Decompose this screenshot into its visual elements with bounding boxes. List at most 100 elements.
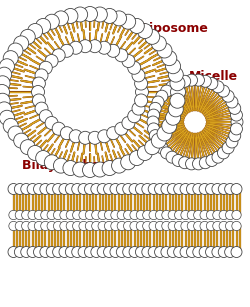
Circle shape <box>66 210 76 220</box>
Circle shape <box>46 184 57 195</box>
Circle shape <box>117 221 127 231</box>
Circle shape <box>179 157 191 169</box>
Circle shape <box>219 210 228 220</box>
Circle shape <box>156 90 168 102</box>
Circle shape <box>63 9 78 23</box>
Circle shape <box>112 158 126 173</box>
Circle shape <box>122 116 135 130</box>
Circle shape <box>121 14 136 29</box>
Circle shape <box>104 210 114 220</box>
Circle shape <box>162 51 177 66</box>
Circle shape <box>84 184 96 195</box>
Circle shape <box>226 96 238 108</box>
Circle shape <box>41 210 50 220</box>
Circle shape <box>170 93 185 108</box>
Circle shape <box>212 247 223 258</box>
Circle shape <box>128 61 141 74</box>
Circle shape <box>92 162 107 177</box>
Circle shape <box>36 150 51 165</box>
Circle shape <box>28 146 43 161</box>
Circle shape <box>174 247 185 258</box>
Circle shape <box>78 247 89 258</box>
Circle shape <box>194 210 203 220</box>
Circle shape <box>79 40 92 53</box>
Circle shape <box>72 210 82 220</box>
Circle shape <box>194 221 203 231</box>
Circle shape <box>52 247 64 258</box>
Circle shape <box>111 210 120 220</box>
Circle shape <box>98 41 111 54</box>
Circle shape <box>28 24 43 38</box>
Circle shape <box>222 90 234 102</box>
Circle shape <box>231 247 242 258</box>
Circle shape <box>166 81 178 93</box>
Circle shape <box>129 247 140 258</box>
Circle shape <box>32 86 44 99</box>
Circle shape <box>92 210 101 220</box>
Circle shape <box>22 210 31 220</box>
Circle shape <box>65 247 76 258</box>
Circle shape <box>124 221 133 231</box>
Circle shape <box>65 184 76 195</box>
Circle shape <box>218 85 230 97</box>
Circle shape <box>36 18 51 33</box>
Circle shape <box>186 158 198 170</box>
Circle shape <box>148 184 159 195</box>
Text: Liposome: Liposome <box>142 22 208 35</box>
Circle shape <box>218 184 229 195</box>
Circle shape <box>44 14 59 29</box>
Circle shape <box>52 184 64 195</box>
Circle shape <box>60 210 69 220</box>
Circle shape <box>200 221 209 231</box>
Circle shape <box>230 123 242 135</box>
Circle shape <box>161 247 172 258</box>
Circle shape <box>187 221 196 231</box>
Circle shape <box>142 221 152 231</box>
Circle shape <box>102 9 117 23</box>
Circle shape <box>206 210 216 220</box>
Circle shape <box>82 162 98 177</box>
Text: Micelle: Micelle <box>188 70 238 83</box>
Circle shape <box>206 78 218 90</box>
Circle shape <box>212 184 223 195</box>
Circle shape <box>149 210 158 220</box>
Circle shape <box>136 221 145 231</box>
Circle shape <box>172 78 184 90</box>
Circle shape <box>148 123 160 135</box>
Circle shape <box>180 184 191 195</box>
Circle shape <box>27 247 38 258</box>
Circle shape <box>92 7 107 22</box>
Circle shape <box>97 184 108 195</box>
Circle shape <box>91 247 102 258</box>
Circle shape <box>132 102 145 115</box>
Circle shape <box>199 157 211 169</box>
Circle shape <box>206 154 218 166</box>
Circle shape <box>148 247 159 258</box>
Circle shape <box>168 221 177 231</box>
Circle shape <box>0 59 14 74</box>
Circle shape <box>213 221 222 231</box>
Circle shape <box>222 142 234 154</box>
Circle shape <box>124 210 133 220</box>
Circle shape <box>162 221 171 231</box>
Circle shape <box>85 210 95 220</box>
Circle shape <box>69 130 82 143</box>
Circle shape <box>32 94 46 107</box>
Circle shape <box>39 61 52 74</box>
Circle shape <box>160 147 172 159</box>
Circle shape <box>34 247 44 258</box>
Circle shape <box>167 247 178 258</box>
Circle shape <box>54 221 63 231</box>
Circle shape <box>41 221 50 231</box>
Circle shape <box>115 122 128 135</box>
Circle shape <box>154 184 166 195</box>
Circle shape <box>69 41 82 54</box>
Circle shape <box>162 210 171 220</box>
Circle shape <box>128 110 141 123</box>
Circle shape <box>137 146 152 161</box>
Circle shape <box>154 247 166 258</box>
Circle shape <box>102 161 117 176</box>
Circle shape <box>148 109 160 121</box>
Circle shape <box>54 11 68 26</box>
Circle shape <box>117 210 127 220</box>
